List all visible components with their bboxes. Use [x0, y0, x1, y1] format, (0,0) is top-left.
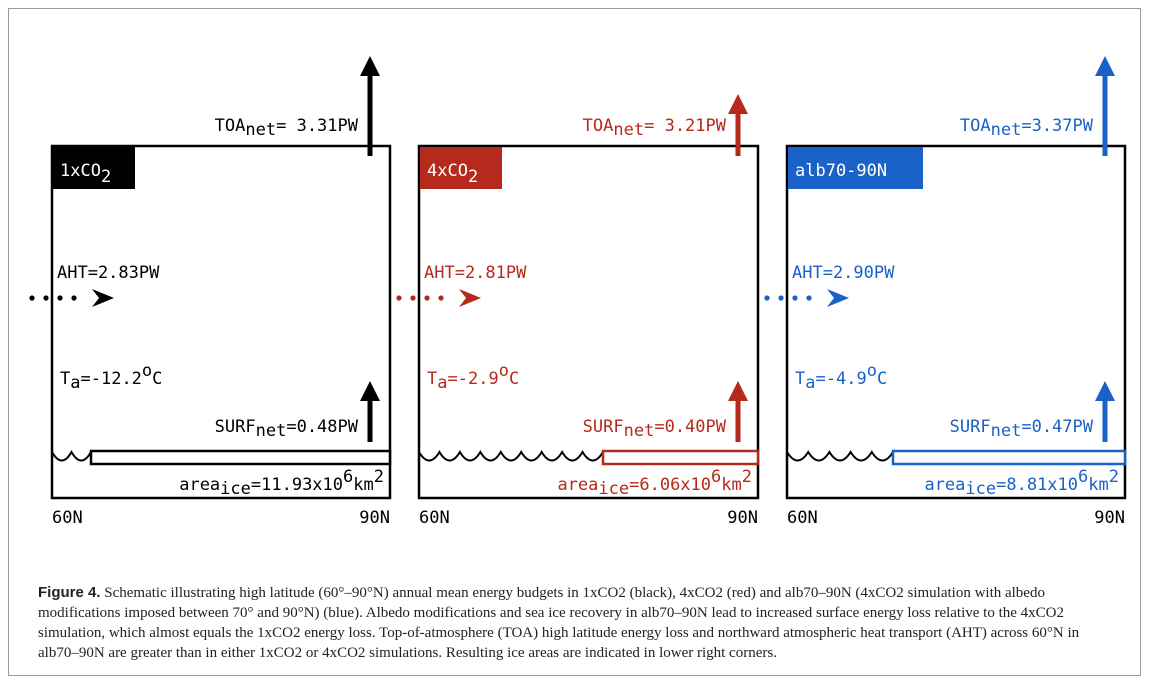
- panel-alb70-90n-area-label: areaice=8.81x106km2: [924, 467, 1119, 499]
- figure-caption: Figure 4. Schematic illustrating high la…: [38, 583, 1118, 663]
- panel-alb70-90n-sea-ice: [891, 449, 1127, 466]
- panel-4xco2-open-water: [418, 450, 604, 462]
- caption-text: Schematic illustrating high latitude (60…: [38, 585, 1080, 661]
- panel-alb70-90n-surf-label: SURFnet=0.47PW: [950, 417, 1094, 441]
- panel-alb70-90n-toa-arrow-head: [1095, 56, 1115, 76]
- panel-1xco2-aht-label: AHT=2.83PW: [57, 263, 160, 283]
- panel-1xco2-aht-dot: [57, 295, 63, 301]
- panel-4xco2-area-label: areaice=6.06x106km2: [557, 467, 752, 499]
- panel-4xco2-aht-dot: [396, 295, 402, 301]
- panel-4xco2-tag-label: 4xCO2: [427, 161, 478, 187]
- panel-1xco2-tag-label: 1xCO2: [60, 161, 111, 187]
- panel-1xco2-lat-90n: 90N: [359, 508, 390, 528]
- panel-1xco2-open-water: [51, 449, 92, 462]
- panel-4xco2-aht-dot: [410, 295, 416, 301]
- panel-alb70-90n-tag-label: alb70-90N: [795, 161, 887, 181]
- panel-1xco2-aht-dot: [43, 295, 49, 301]
- panel-alb70-90n-aht-dot: [792, 295, 798, 301]
- panel-1xco2-box: [50, 144, 392, 500]
- panel-4xco2-box: [417, 144, 760, 500]
- panel-alb70-90n-aht-dot: [806, 295, 812, 301]
- panel-1xco2-area-label: areaice=11.93x106km2: [179, 467, 384, 499]
- panel-alb70-90n-aht-label: AHT=2.90PW: [792, 263, 895, 283]
- panel-1xco2-tag-bg: [53, 147, 135, 189]
- caption-label: Figure 4.: [38, 584, 101, 601]
- panel-4xco2-toa-arrow-head: [728, 94, 748, 114]
- panel-alb70-90n-surf-arrow-head: [1095, 381, 1115, 401]
- panel-alb70-90n-aht-dot: [778, 295, 784, 301]
- panel-1xco2-toa-label: TOAnet= 3.31PW: [215, 116, 359, 140]
- panel-alb70-90n-toa-label: TOAnet=3.37PW: [960, 116, 1094, 140]
- panel-4xco2-sea-ice: [601, 449, 760, 466]
- panel-4xco2-tag-bg: [420, 147, 502, 189]
- panel-4xco2-toa-label: TOAnet= 3.21PW: [583, 116, 727, 140]
- panel-1xco2-surf-label: SURFnet=0.48PW: [215, 417, 359, 441]
- panel-alb70-90n-open-water: [786, 450, 894, 462]
- panel-alb70-90n-aht-dot: [764, 295, 770, 301]
- panel-1xco2-lat-60n: 60N: [52, 508, 83, 528]
- panel-1xco2-ta-label: Ta=-12.2oC: [60, 361, 162, 393]
- panel-alb70-90n-box: [785, 144, 1127, 500]
- panel-4xco2-aht-dot: [424, 295, 430, 301]
- panel-4xco2-lat-90n: 90N: [727, 508, 758, 528]
- panel-1xco2-aht-arrowhead: [92, 289, 114, 307]
- panel-1xco2-aht-dot: [71, 295, 77, 301]
- energy-budget-diagram: 1xCO2 TOAnet= 3.31PW AHT=2.83PW Ta=-12.2oC S…: [29, 56, 1127, 528]
- panel-4xco2-aht-arrowhead: [459, 289, 481, 307]
- panel-4xco2-aht-label: AHT=2.81PW: [424, 263, 527, 283]
- panel-1xco2-toa-arrow-head: [360, 56, 380, 76]
- panel-alb70-90n-lat-90n: 90N: [1094, 508, 1125, 528]
- panel-1xco2-surf-arrow-head: [360, 381, 380, 401]
- panel-1xco2-sea-ice: [89, 449, 392, 466]
- panel-4xco2-aht-dot: [438, 295, 444, 301]
- panel-4xco2-ta-label: Ta=-2.9oC: [427, 361, 519, 393]
- panel-alb70-90n-lat-60n: 60N: [787, 508, 818, 528]
- panel-4xco2-surf-arrow-head: [728, 381, 748, 401]
- panel-4xco2-lat-60n: 60N: [419, 508, 450, 528]
- panel-alb70-90n-ta-label: Ta=-4.9oC: [795, 361, 887, 393]
- figure-frame: [8, 8, 1141, 676]
- panel-4xco2-surf-label: SURFnet=0.40PW: [583, 417, 727, 441]
- panel-alb70-90n-tag-bg: [788, 147, 923, 189]
- panel-alb70-90n-aht-arrowhead: [827, 289, 849, 307]
- panel-1xco2-aht-dot: [29, 295, 35, 301]
